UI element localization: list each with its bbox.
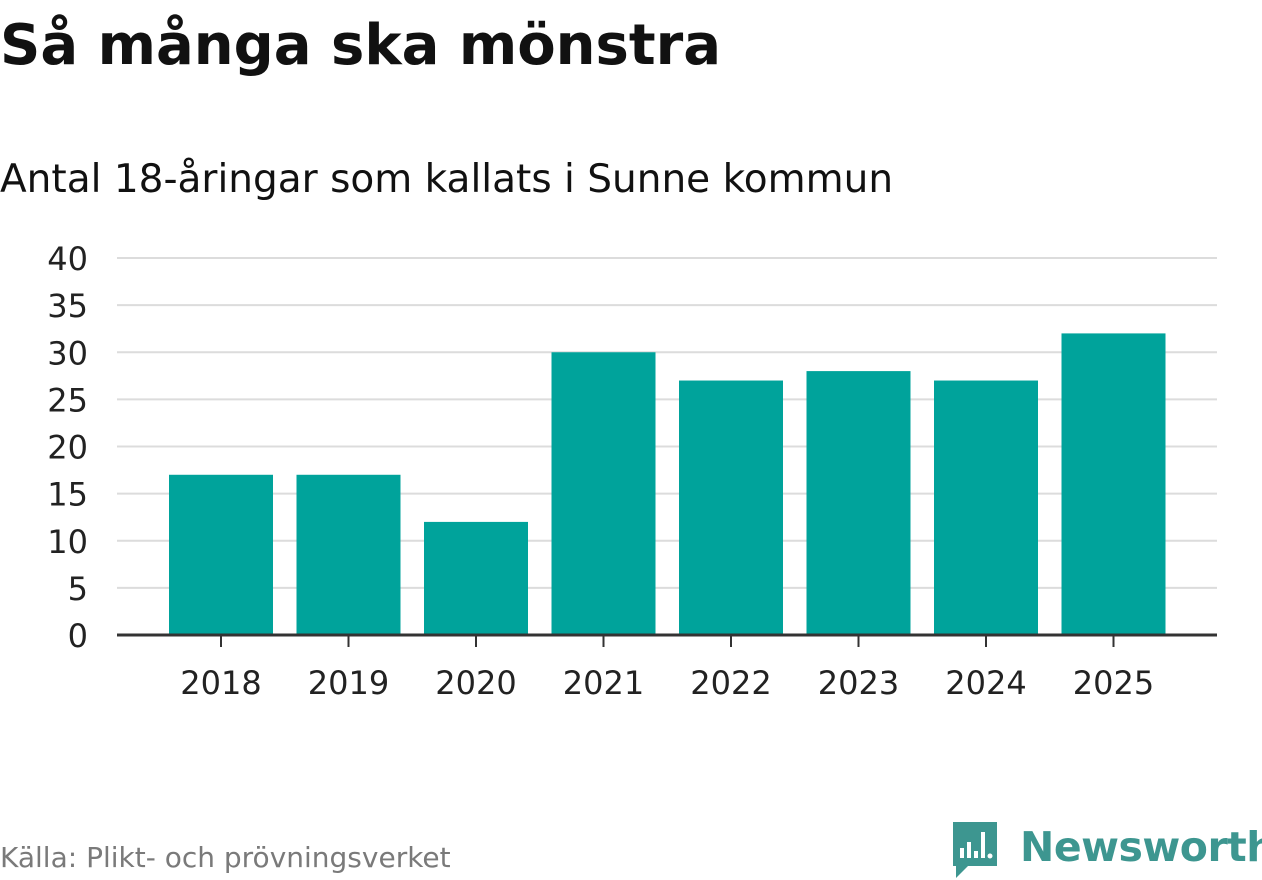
chart-subtitle: Antal 18-åringar som kallats i Sunne kom…	[0, 157, 894, 202]
bars	[169, 333, 1166, 635]
source-note: Källa: Plikt- och prövningsverket	[0, 841, 451, 874]
bar-2025	[1061, 333, 1166, 635]
y-tick-label: 35	[47, 287, 88, 325]
bar-chart-speech-bubble-icon	[953, 822, 997, 878]
brand-logo: Newsworthy	[950, 818, 1262, 880]
brand-name: Newsworthy	[1020, 823, 1262, 871]
gridlines	[117, 257, 1217, 589]
x-tick-label: 2018	[180, 664, 261, 702]
x-tick-label: 2023	[818, 664, 899, 702]
y-tick-label: 15	[47, 476, 88, 514]
bar-2020	[424, 521, 528, 635]
y-tick-label: 0	[68, 617, 88, 655]
chart-title: Så många ska mönstra	[0, 13, 722, 78]
y-tick-label: 5	[68, 570, 88, 608]
y-tick-label: 40	[47, 240, 88, 278]
y-tick-label: 20	[47, 429, 88, 467]
x-tick-label: 2019	[308, 664, 389, 702]
x-tick-label: 2024	[945, 664, 1026, 702]
bar-2023	[806, 371, 911, 635]
bar-2021	[551, 352, 656, 635]
bar-2018	[169, 474, 273, 635]
x-tick-label: 2020	[435, 664, 516, 702]
bar-2019	[296, 474, 401, 635]
y-tick-label: 30	[47, 334, 88, 372]
bar-2022	[679, 380, 783, 635]
x-tick-label: 2025	[1073, 664, 1154, 702]
bar-2024	[934, 380, 1038, 635]
y-tick-label: 25	[47, 381, 88, 419]
y-tick-label: 10	[47, 523, 88, 561]
x-tick-label: 2022	[690, 664, 771, 702]
x-tick-label: 2021	[563, 664, 644, 702]
